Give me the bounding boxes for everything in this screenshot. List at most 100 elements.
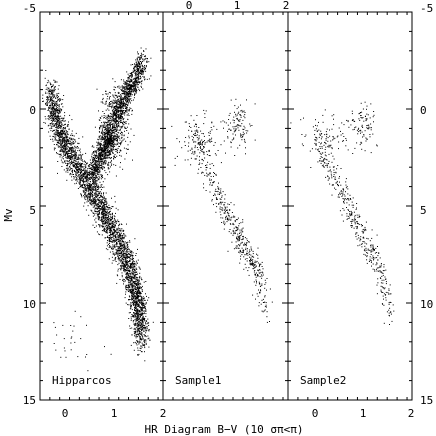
star-point xyxy=(77,163,79,165)
star-point xyxy=(117,229,119,231)
star-point xyxy=(137,273,138,275)
star-point xyxy=(126,261,128,263)
star-point xyxy=(65,160,67,162)
star-point xyxy=(104,128,106,130)
star-point xyxy=(76,147,78,149)
star-point xyxy=(94,150,96,152)
star-point xyxy=(103,207,105,209)
star-point xyxy=(52,108,54,110)
star-point xyxy=(47,125,49,127)
star-point xyxy=(98,219,100,221)
star-point xyxy=(140,302,142,304)
star-point xyxy=(132,280,134,282)
star-point xyxy=(53,147,55,149)
star-point xyxy=(101,161,103,162)
star-point xyxy=(129,265,131,267)
star-point xyxy=(54,139,56,141)
star-point xyxy=(137,248,138,250)
star-point xyxy=(49,99,51,101)
star-point xyxy=(89,159,91,161)
star-point xyxy=(148,337,150,339)
star-point xyxy=(100,143,102,144)
star-point xyxy=(55,136,57,138)
star-point xyxy=(66,160,68,162)
star-point xyxy=(141,319,143,321)
star-point xyxy=(137,281,139,283)
star-point xyxy=(97,165,99,167)
star-point xyxy=(70,160,72,162)
star-point xyxy=(134,272,136,274)
star-point xyxy=(152,321,154,323)
star-point xyxy=(103,214,105,216)
star-point xyxy=(120,232,122,234)
star-point xyxy=(142,344,144,346)
star-point xyxy=(137,297,139,299)
star-point xyxy=(131,315,133,317)
star-point xyxy=(109,124,111,126)
star-point xyxy=(53,144,55,145)
star-point xyxy=(58,85,60,87)
star-point xyxy=(105,139,107,141)
star-point xyxy=(106,125,108,127)
star-point xyxy=(90,172,92,174)
star-point xyxy=(93,202,95,204)
star-point xyxy=(54,118,56,119)
star-point xyxy=(83,191,85,193)
star-point xyxy=(60,144,62,145)
star-point xyxy=(105,201,107,203)
star-point xyxy=(143,305,145,307)
star-point xyxy=(102,205,104,206)
star-point xyxy=(107,163,109,165)
star-point xyxy=(99,202,101,204)
star-point xyxy=(117,275,119,277)
star-point xyxy=(105,133,107,135)
star-point xyxy=(64,115,66,117)
star-point xyxy=(143,304,145,306)
star-point xyxy=(59,132,61,134)
star-point xyxy=(133,265,135,267)
star-point xyxy=(128,289,130,291)
star-point xyxy=(78,158,80,160)
star-point xyxy=(102,208,104,210)
star-point xyxy=(109,231,111,233)
star-point xyxy=(66,136,68,138)
star-point xyxy=(56,120,58,122)
star-point xyxy=(50,98,52,100)
star-point xyxy=(55,81,57,83)
star-point xyxy=(114,258,116,260)
star-point xyxy=(123,246,125,248)
star-point xyxy=(140,326,142,328)
star-point xyxy=(136,326,138,328)
star-point xyxy=(94,207,96,209)
star-point xyxy=(60,134,62,136)
star-point xyxy=(105,200,107,202)
star-point xyxy=(102,132,104,134)
star-point xyxy=(141,329,143,331)
star-point xyxy=(133,304,135,306)
star-point xyxy=(111,141,113,142)
star-point xyxy=(95,151,97,153)
star-point xyxy=(143,307,145,309)
star-point xyxy=(48,96,50,98)
star-point xyxy=(74,155,76,157)
star-point xyxy=(91,193,92,195)
star-point xyxy=(108,168,110,170)
star-point xyxy=(107,218,108,220)
star-point xyxy=(136,281,138,283)
star-point xyxy=(48,131,50,133)
star-point xyxy=(106,245,108,247)
star-point xyxy=(118,258,120,260)
star-point xyxy=(133,281,135,283)
star-point xyxy=(103,126,105,128)
star-point xyxy=(138,291,140,293)
star-point xyxy=(101,147,103,149)
star-point xyxy=(59,156,61,158)
star-point xyxy=(67,146,69,148)
star-point xyxy=(128,123,130,125)
star-point xyxy=(110,232,112,234)
star-point xyxy=(50,96,52,98)
star-point xyxy=(93,197,95,199)
star-point xyxy=(114,136,116,138)
star-point xyxy=(94,219,96,221)
star-point xyxy=(95,150,97,152)
